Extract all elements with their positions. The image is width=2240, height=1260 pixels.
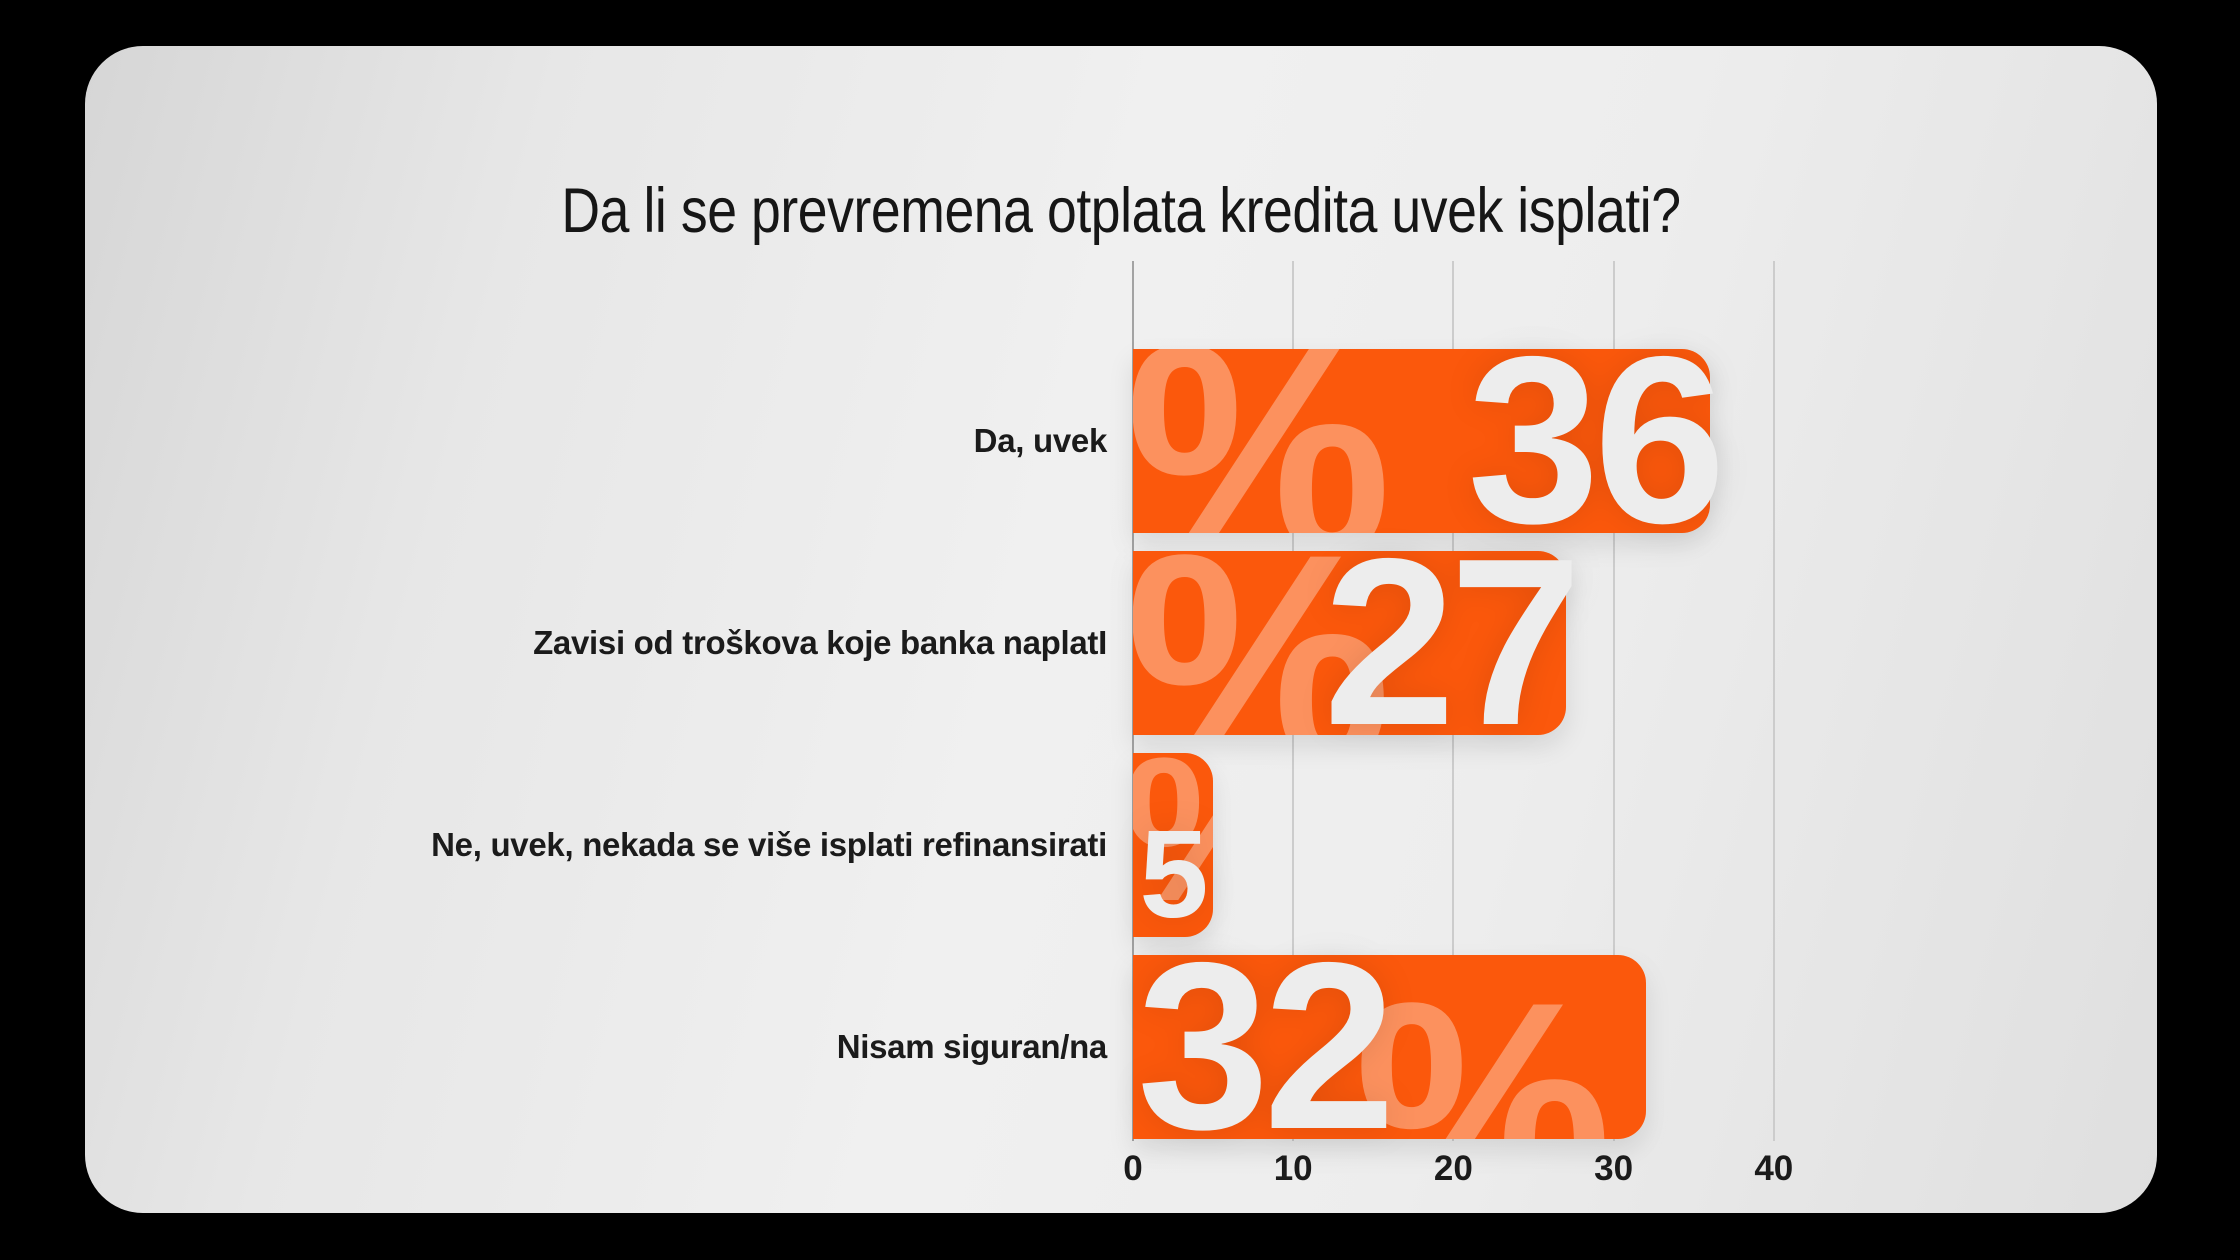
chart-row: % 5 <box>1133 753 1793 937</box>
bar-value-label: 27 <box>1323 510 1582 775</box>
chart-title: Da li se prevremena otplata kredita uvek… <box>561 176 1681 246</box>
bar-da-uvek: % <box>1133 349 1710 533</box>
gridline <box>1772 261 1775 1141</box>
percent-watermark-icon: % <box>1133 551 1392 735</box>
bar-value-label: 36 <box>1467 308 1726 573</box>
bar-nisam-siguran: % <box>1133 955 1646 1139</box>
percent-watermark-icon: % <box>1133 753 1213 932</box>
bar-value-label: 32 <box>1137 914 1396 1179</box>
category-label-ne-uvek: Ne, uvek, nekada se više isplati refinan… <box>431 826 1107 863</box>
gridline <box>1612 261 1615 1141</box>
category-label-da-uvek: Da, uvek <box>973 422 1108 459</box>
x-axis-tick-label: 20 <box>1433 1149 1473 1188</box>
chart-row: % 27 <box>1133 510 1793 775</box>
chart-row: % 32 <box>1133 914 1793 1179</box>
x-axis-tick-label: 0 <box>1123 1149 1143 1188</box>
x-axis-tick-label: 10 <box>1273 1149 1313 1188</box>
percent-watermark-icon: % <box>1354 955 1612 1139</box>
bar-value-label: 5 <box>1139 806 1209 944</box>
chart-card: Da li se prevremena otplata kredita uvek… <box>85 46 2157 1213</box>
bar-zavisi-od-troskova: % <box>1133 551 1566 735</box>
x-axis: 0 10 20 30 40 <box>1123 1149 1794 1199</box>
x-axis-tick-label: 30 <box>1594 1149 1634 1188</box>
category-label-zavisi-od-troskova: Zavisi od troškova koje banka naplatI <box>533 624 1107 661</box>
bar-ne-uvek: % <box>1133 753 1213 937</box>
x-axis-tick-label: 40 <box>1754 1149 1794 1188</box>
percent-watermark-icon: % <box>1133 349 1392 533</box>
chart-row: % 36 <box>1133 308 1793 573</box>
category-label-nisam-siguran: Nisam siguran/na <box>836 1028 1108 1065</box>
